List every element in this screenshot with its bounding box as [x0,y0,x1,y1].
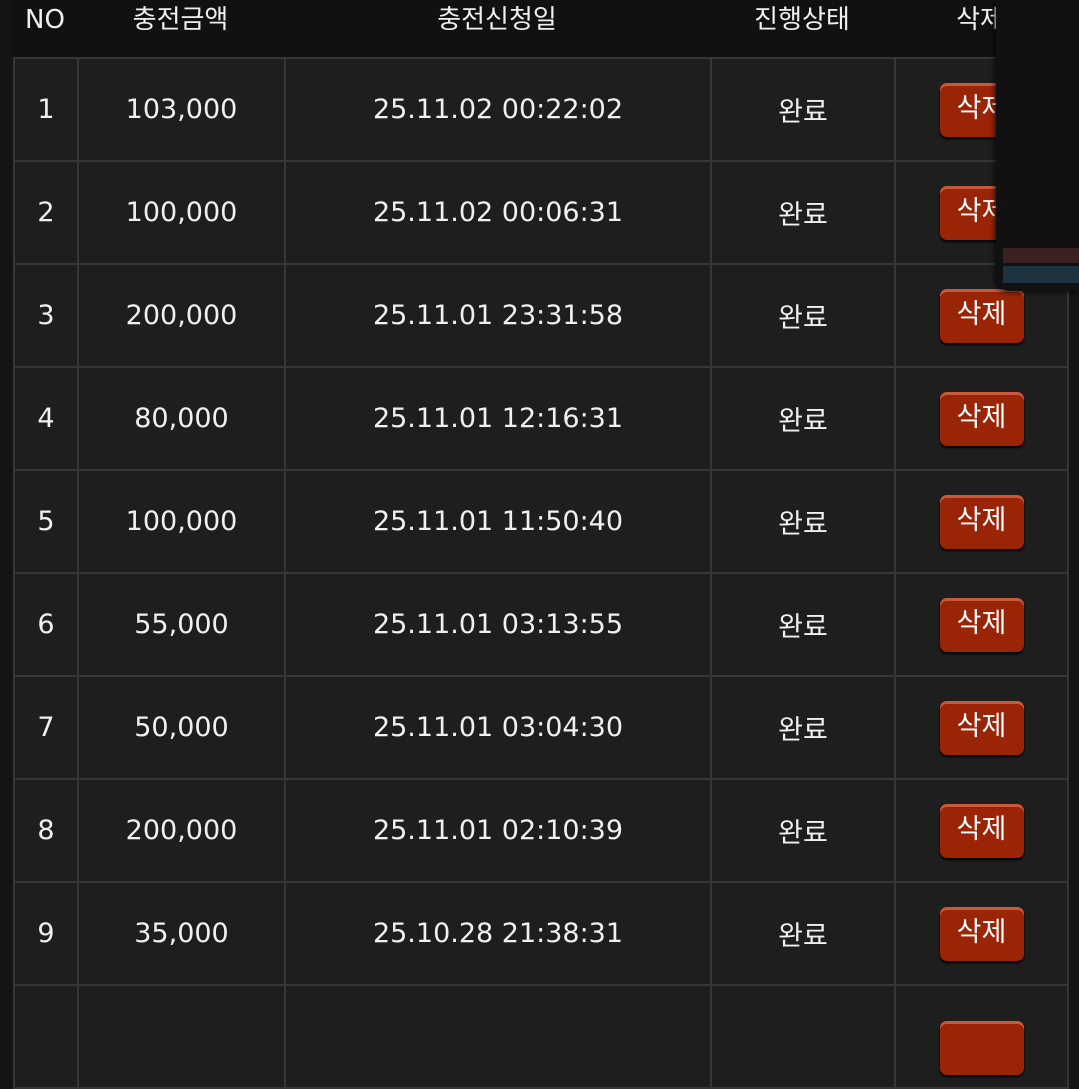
cell-action: 삭제 [894,778,1069,883]
table-row: 1 103,000 25.11.02 00:22:02 완료 삭제 [13,57,1069,162]
cell-status: 완료 [710,572,896,677]
cell-status: 완료 [710,57,896,162]
cell-no: 1 [13,57,79,162]
delete-button[interactable]: 삭제 [939,700,1024,755]
cell-action: 삭제 [894,572,1069,677]
cell-date: 25.11.02 00:06:31 [284,160,712,265]
cell-status: 완료 [710,160,896,265]
table-row: 9 35,000 25.10.28 21:38:31 완료 삭제 [13,881,1069,986]
header-delete: 삭제 [956,5,1004,35]
table-row: 5 100,000 25.11.01 11:50:40 완료 삭제 [13,469,1069,574]
cell-status: 완료 [710,263,896,368]
delete-button[interactable]: 삭제 [939,803,1024,858]
cell-status: 완료 [710,675,896,780]
cell-amount: 55,000 [77,572,286,677]
cell-action: 삭제 [894,675,1069,780]
cell-date: 25.11.01 12:16:31 [284,366,712,471]
cell-no: 6 [13,572,79,677]
cell-amount: 200,000 [77,263,286,368]
cell-date: 25.11.01 23:31:58 [284,263,712,368]
delete-button[interactable]: 삭제 [939,391,1024,446]
cell-no: 3 [13,263,79,368]
cell-amount: 35,000 [77,881,286,986]
header-amount: 충전금액 [132,5,229,35]
cell-no [13,984,79,1089]
cell-action [894,984,1069,1089]
cell-status: 완료 [710,469,896,574]
cell-amount: 50,000 [77,675,286,780]
cell-date: 25.11.01 11:50:40 [284,469,712,574]
delete-button[interactable]: 삭제 [939,288,1024,343]
overlay-bar-blue[interactable] [1003,266,1079,283]
cell-date: 25.11.02 00:22:02 [284,57,712,162]
cell-no: 8 [13,778,79,883]
delete-button[interactable]: 삭제 [939,597,1024,652]
cell-action: 삭제 [894,263,1069,368]
header-no: NO [25,5,65,35]
charge-history-table: 1 103,000 25.11.02 00:22:02 완료 삭제 2 100,000 25.… [13,57,1069,1089]
cell-amount: 80,000 [77,366,286,471]
header-date: 충전신청일 [437,5,557,35]
cell-status: 완료 [710,778,896,883]
cell-amount: 200,000 [77,778,286,883]
cell-date: 25.11.01 03:13:55 [284,572,712,677]
table-row: 6 55,000 25.11.01 03:13:55 완료 삭제 [13,572,1069,677]
table-row [13,984,1069,1089]
table-row: 8 200,000 25.11.01 02:10:39 완료 삭제 [13,778,1069,883]
cell-action: 삭제 [894,881,1069,986]
cell-no: 9 [13,881,79,986]
delete-button[interactable]: 삭제 [939,494,1024,549]
cell-amount: 100,000 [77,160,286,265]
side-overlay-panel [996,0,1079,291]
cell-action: 삭제 [894,366,1069,471]
delete-button[interactable] [939,1020,1024,1075]
cell-date: 25.11.01 03:04:30 [284,675,712,780]
table-row: 4 80,000 25.11.01 12:16:31 완료 삭제 [13,366,1069,471]
cell-no: 2 [13,160,79,265]
overlay-bar-red[interactable] [1003,248,1079,263]
cell-amount [77,984,286,1089]
cell-date: 25.11.01 02:10:39 [284,778,712,883]
cell-status [710,984,896,1089]
cell-action: 삭제 [894,469,1069,574]
cell-amount: 100,000 [77,469,286,574]
cell-no: 4 [13,366,79,471]
delete-button[interactable]: 삭제 [939,906,1024,961]
cell-status: 완료 [710,881,896,986]
cell-amount: 103,000 [77,57,286,162]
table-row: 7 50,000 25.11.01 03:04:30 완료 삭제 [13,675,1069,780]
cell-no: 7 [13,675,79,780]
cell-date: 25.10.28 21:38:31 [284,881,712,986]
table-row: 3 200,000 25.11.01 23:31:58 완료 삭제 [13,263,1069,368]
cell-status: 완료 [710,366,896,471]
table-row: 2 100,000 25.11.02 00:06:31 완료 삭제 [13,160,1069,265]
cell-no: 5 [13,469,79,574]
table-header: NO 충전금액 충전신청일 진행상태 삭제 [13,0,1066,57]
cell-date [284,984,712,1089]
header-status: 진행상태 [754,5,850,35]
